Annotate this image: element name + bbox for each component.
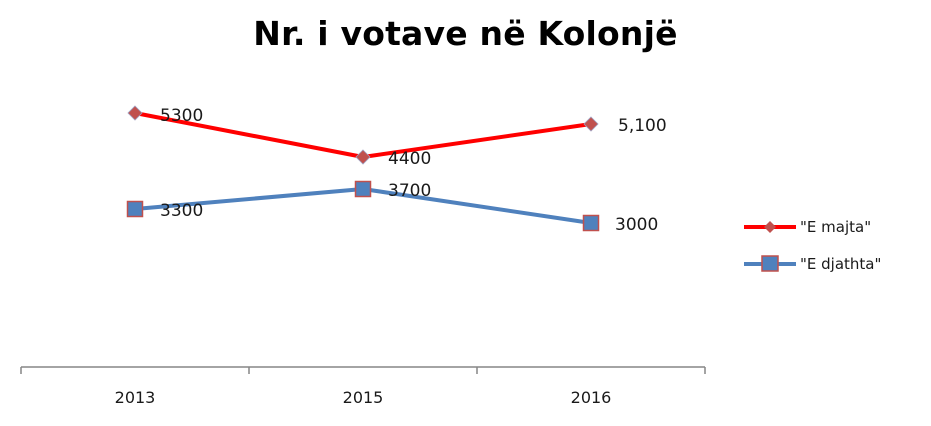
square-marker-icon [354, 180, 372, 198]
data-label: 3000 [615, 215, 658, 235]
x-tick-label: 2015 [343, 388, 384, 407]
legend-label: "E djathta" [800, 255, 881, 273]
chart-title: Nr. i votave në Kolonjë [253, 14, 678, 53]
legend-label: "E majta" [800, 218, 871, 236]
diamond-marker-icon [583, 116, 599, 132]
square-marker-icon [761, 255, 779, 272]
x-axis: 2013 2015 2016 [20, 366, 706, 407]
square-marker-icon [582, 214, 600, 232]
data-label: 5300 [160, 106, 203, 126]
diamond-marker-icon [355, 149, 371, 165]
legend: "E majta" "E djathta" [744, 218, 881, 273]
series-e-djathta: 3300 3700 3000 [126, 180, 658, 235]
diamond-marker-icon [764, 221, 776, 233]
series-e-majta: 5300 4400 5,100 [127, 105, 667, 169]
legend-item-e-djathta: "E djathta" [744, 255, 881, 273]
data-label: 5,100 [618, 116, 667, 136]
data-label: 3700 [388, 181, 431, 201]
square-marker-icon [126, 200, 144, 218]
diamond-marker-icon [127, 105, 143, 121]
x-tick-label: 2016 [571, 388, 612, 407]
data-label: 4400 [388, 149, 431, 169]
legend-item-e-majta: "E majta" [744, 218, 871, 236]
x-tick-label: 2013 [115, 388, 156, 407]
data-label: 3300 [160, 201, 203, 221]
